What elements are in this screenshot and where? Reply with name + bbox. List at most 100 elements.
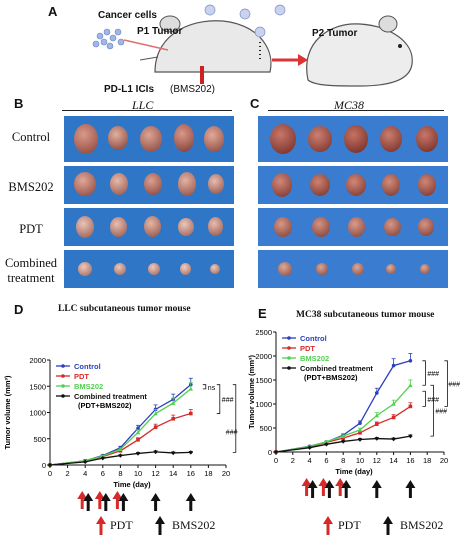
bms202-arrow-legend-icon — [155, 516, 165, 535]
schematic-illustration — [92, 4, 413, 87]
data-point — [391, 363, 396, 368]
bms202-dose-arrow — [341, 480, 352, 498]
mc38-tumor-volume-chart: 0 500 1000 1500 2000 2500 0 2 4 6 8 10 12 14 16 18 20 Tim… — [247, 328, 460, 498]
series-line-2 — [275, 384, 411, 453]
panel-letter-c: C — [250, 96, 260, 111]
row-label-combined: Combined — [4, 256, 58, 270]
mc38-pdt-photo — [258, 208, 448, 246]
mc38-bms202-photo — [258, 166, 448, 204]
x-tick-label: 12 — [151, 469, 159, 478]
y-axis-label: Tumor volume (mm³) — [3, 375, 12, 450]
data-point — [100, 455, 105, 461]
data-point — [408, 433, 413, 439]
bms202-arrow-legend-icon-e — [383, 516, 393, 535]
x-axis-label: Time (day) — [335, 467, 373, 476]
pdt-dose-arrow — [335, 478, 346, 496]
row-label-pdt: PDT — [19, 222, 43, 236]
cancer-cells-icon — [92, 28, 125, 50]
data-point — [273, 449, 279, 455]
bms202-dose-arrow — [371, 480, 382, 498]
y-tick-label: 1500 — [255, 376, 272, 385]
data-point — [171, 400, 176, 405]
x-tick-label: 16 — [406, 456, 414, 465]
x-tick-label: 4 — [83, 469, 87, 478]
sig-bracket — [216, 384, 221, 414]
data-point — [188, 386, 193, 391]
data-point — [153, 449, 158, 455]
pdt-dose-arrow — [301, 478, 312, 496]
panel-letter-d: D — [14, 302, 24, 317]
sig-label: ### — [435, 409, 447, 416]
series-line-3 — [49, 451, 191, 466]
bms202-dose-arrow — [150, 493, 161, 511]
x-tick-label: 18 — [204, 469, 212, 478]
data-point — [341, 433, 346, 438]
y-axis-label: Tumor volume (mm³) — [247, 354, 256, 429]
data-point — [135, 451, 141, 456]
x-tick-label: 6 — [101, 469, 105, 478]
sig-bracket — [422, 360, 426, 386]
legend-label: (PDT+BMS202) — [304, 373, 358, 382]
y-tick-label: 1000 — [29, 409, 46, 418]
x-tick-label: 2 — [66, 469, 70, 478]
data-point — [100, 453, 105, 458]
sig-label: ns — [208, 385, 216, 392]
legend-bms202-label: BMS202 — [172, 518, 216, 532]
x-tick-label: 0 — [274, 456, 278, 465]
data-point — [357, 437, 363, 442]
legend-pdt-label-e: PDT — [338, 518, 361, 532]
row-label-treatment: treatment — [7, 271, 55, 285]
panel-letter-a: A — [48, 4, 58, 19]
data-point — [391, 401, 396, 406]
syringe-icon — [200, 66, 204, 84]
tumor-cells-icon — [204, 4, 286, 38]
mc38-control-photo — [258, 116, 448, 162]
pdt-arrow-legend-icon — [96, 516, 106, 535]
legend-marker — [61, 384, 65, 388]
x-tick-label: 6 — [324, 456, 328, 465]
bms202-dose-arrow — [118, 493, 129, 511]
llc-tumor-volume-chart: 0 500 1000 1500 2000 0 2 4 6 8 10 12 14 16 18 20 Time (d… — [3, 356, 238, 511]
x-tick-label: 2 — [291, 456, 295, 465]
llc-combined-photo — [64, 250, 234, 288]
legend-label: Control — [74, 362, 101, 371]
mc38-combined-photo — [258, 250, 448, 288]
data-point — [324, 442, 329, 447]
llc-chart-title: LLC subcutaneous tumor mouse — [58, 304, 191, 314]
llc-title: LLC — [132, 98, 154, 112]
sig-bracket — [202, 384, 207, 390]
mouse-2-icon — [306, 15, 413, 87]
bms202-dose-arrow — [307, 480, 318, 498]
x-tick-label: 20 — [440, 456, 448, 465]
y-tick-label: 0 — [268, 448, 272, 457]
legend-label: BMS202 — [300, 354, 329, 363]
panel-letter-b: B — [14, 96, 24, 111]
data-point — [375, 422, 379, 426]
data-point — [307, 445, 312, 450]
row-label-bms202: BMS202 — [8, 180, 54, 194]
x-tick-label: 14 — [169, 469, 177, 478]
bms202-dose-arrow — [100, 493, 111, 511]
pdt-arrow-legend-icon-e — [323, 516, 333, 535]
data-point — [408, 383, 413, 388]
x-tick-label: 14 — [389, 456, 397, 465]
sig-label: ### — [427, 371, 439, 378]
x-axis-label: Time (day) — [113, 480, 151, 489]
pdt-dose-arrow — [94, 491, 105, 509]
legend-marker — [61, 374, 65, 378]
sig-bracket — [444, 360, 448, 407]
data-point — [153, 411, 158, 416]
series-line-2 — [49, 388, 192, 466]
x-tick-label: 20 — [222, 469, 230, 478]
injection-arrow — [123, 39, 169, 51]
data-point — [83, 459, 88, 465]
mc38-title: MC38 — [334, 98, 364, 112]
bms202-dose-arrow — [83, 493, 94, 511]
legend-label: Combined treatment — [300, 364, 373, 373]
data-point — [358, 431, 362, 435]
llc-bms202-photo — [64, 166, 234, 204]
y-tick-label: 500 — [33, 435, 46, 444]
data-point — [408, 359, 413, 363]
legend-label: (PDT+BMS202) — [78, 401, 132, 410]
row-label-control: Control — [11, 130, 51, 144]
